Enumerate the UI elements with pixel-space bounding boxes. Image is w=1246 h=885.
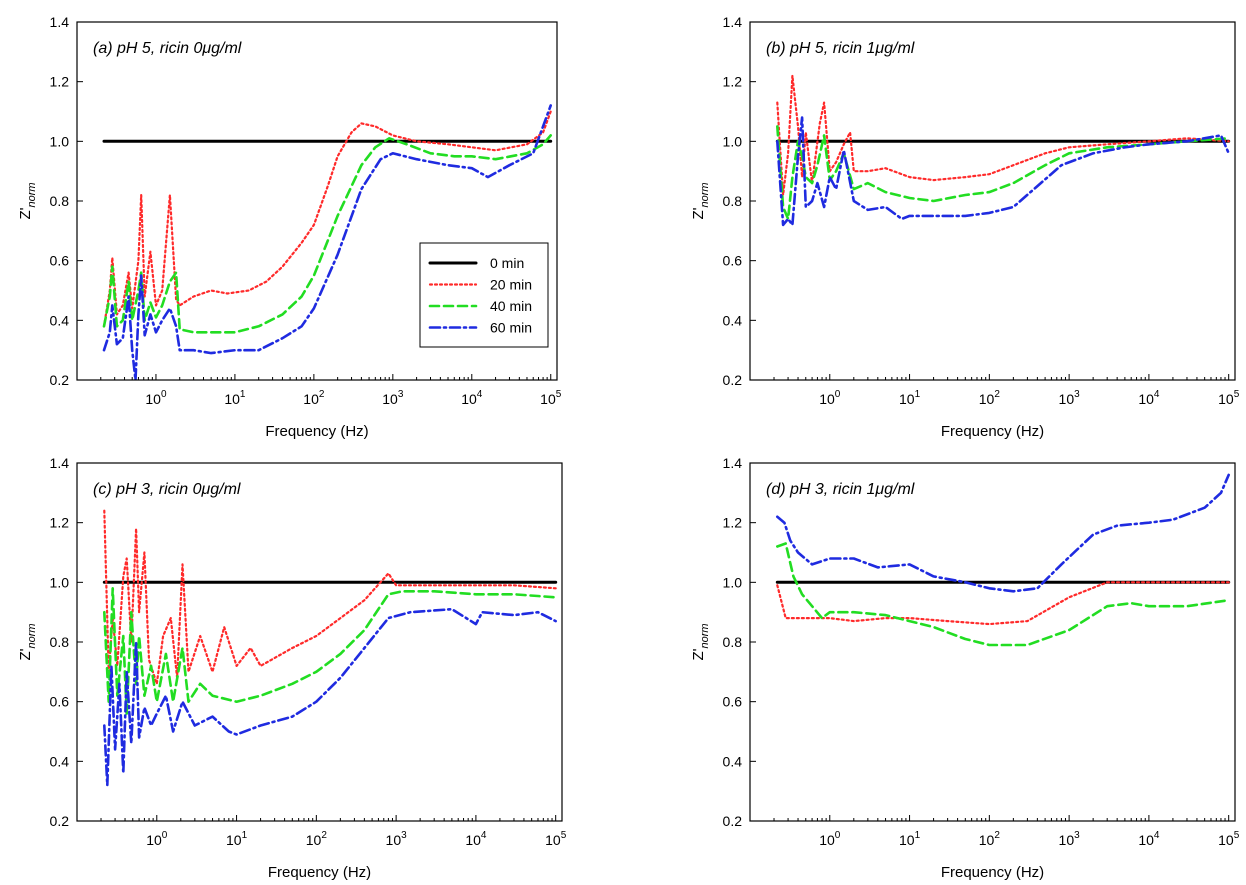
plot-frame bbox=[749, 462, 1236, 822]
x-tick-label: 100 bbox=[819, 830, 841, 848]
legend-label: 40 min bbox=[490, 298, 532, 314]
x-tick-label: 103 bbox=[382, 389, 404, 407]
x-axis-label: Frequency (Hz) bbox=[265, 423, 368, 440]
series-line-40-min bbox=[776, 542, 1230, 647]
x-tick-label: 103 bbox=[386, 830, 408, 848]
series-line-20-min bbox=[103, 509, 557, 685]
series-line-40-min bbox=[102, 134, 552, 334]
y-tick-label: 1.4 bbox=[50, 14, 70, 30]
chart-panel-b: 0.2 0.4 0.6 0.8 1.0 1.2 1.4 100 101 102 103 104 105 F… bbox=[690, 14, 1240, 440]
x-tick-label: 105 bbox=[1218, 389, 1240, 407]
x-tick-label: 101 bbox=[226, 830, 248, 848]
series-line-20-min bbox=[776, 581, 1230, 626]
y-tick-label: 0.6 bbox=[50, 253, 70, 269]
panel-title: (b) pH 5, ricin 1μg/ml bbox=[766, 40, 915, 57]
x-tick-label: 100 bbox=[145, 389, 167, 407]
legend-label: 20 min bbox=[490, 277, 532, 293]
legend-label: 0 min bbox=[490, 255, 524, 271]
x-tick-label: 102 bbox=[306, 830, 328, 848]
y-axis-label: Z'norm bbox=[17, 182, 38, 219]
series-line-20-min bbox=[102, 110, 552, 328]
x-tick-label: 100 bbox=[146, 830, 168, 848]
y-tick-label: 1.2 bbox=[50, 515, 70, 531]
y-tick-label: 1.0 bbox=[50, 133, 70, 149]
chart-panel-d: 0.2 0.4 0.6 0.8 1.0 1.2 1.4 100 101 102 103 104 105 F… bbox=[690, 455, 1240, 881]
y-tick-label: 1.4 bbox=[723, 455, 743, 471]
y-tick-label: 0.2 bbox=[723, 813, 743, 829]
y-tick-label: 0.6 bbox=[723, 253, 743, 269]
y-tick-label: 1.2 bbox=[723, 74, 743, 90]
x-tick-label: 104 bbox=[1138, 830, 1160, 848]
y-tick-label: 1.2 bbox=[723, 515, 743, 531]
x-tick-label: 101 bbox=[899, 389, 921, 407]
x-axis-label: Frequency (Hz) bbox=[941, 864, 1044, 881]
y-tick-label: 0.4 bbox=[723, 753, 743, 769]
series-line-60-min bbox=[776, 473, 1230, 593]
panel-title: (c) pH 3, ricin 0μg/ml bbox=[93, 481, 241, 498]
y-tick-label: 1.0 bbox=[723, 133, 743, 149]
y-tick-label: 0.2 bbox=[50, 813, 70, 829]
y-tick-label: 0.8 bbox=[723, 634, 743, 650]
panel-title: (d) pH 3, ricin 1μg/ml bbox=[766, 481, 915, 498]
series-line-40-min bbox=[776, 125, 1230, 221]
series-line-40-min bbox=[103, 587, 557, 715]
x-tick-label: 102 bbox=[303, 389, 325, 407]
x-tick-label: 101 bbox=[899, 830, 921, 848]
legend-label: 60 min bbox=[490, 320, 532, 336]
y-axis-label: Z'norm bbox=[17, 623, 38, 660]
y-axis-label: Z'norm bbox=[690, 623, 711, 660]
x-tick-label: 102 bbox=[979, 830, 1001, 848]
y-tick-label: 1.0 bbox=[723, 574, 743, 590]
y-tick-label: 0.8 bbox=[723, 193, 743, 209]
x-tick-label: 104 bbox=[461, 389, 483, 407]
x-tick-label: 105 bbox=[1218, 830, 1240, 848]
x-tick-label: 100 bbox=[819, 389, 841, 407]
chart-panel-c: 0.2 0.4 0.6 0.8 1.0 1.2 1.4 100 101 102 103 104 105 F… bbox=[17, 455, 567, 881]
x-tick-label: 105 bbox=[540, 389, 562, 407]
x-axis-label: Frequency (Hz) bbox=[941, 423, 1044, 440]
y-tick-label: 1.4 bbox=[50, 455, 70, 471]
y-tick-label: 0.6 bbox=[50, 694, 70, 710]
series-line-60-min bbox=[102, 104, 552, 382]
x-tick-label: 101 bbox=[224, 389, 246, 407]
series-line-60-min bbox=[103, 607, 557, 787]
y-tick-label: 1.0 bbox=[50, 574, 70, 590]
y-tick-label: 0.2 bbox=[50, 372, 70, 388]
y-tick-label: 0.2 bbox=[723, 372, 743, 388]
y-tick-label: 1.4 bbox=[723, 14, 743, 30]
x-tick-label: 102 bbox=[979, 389, 1001, 407]
x-axis-label: Frequency (Hz) bbox=[268, 864, 371, 881]
panel-title: (a) pH 5, ricin 0μg/ml bbox=[93, 40, 242, 57]
chart-panel-a: 0.2 0.4 0.6 0.8 1.0 1.2 1.4 100 101 102 103 104 105 F… bbox=[17, 14, 562, 440]
y-axis-label: Z'norm bbox=[690, 182, 711, 219]
y-tick-label: 0.4 bbox=[50, 753, 70, 769]
series-line-20-min bbox=[776, 74, 1230, 197]
legend: 0 min 20 min 40 min 60 min bbox=[419, 242, 549, 348]
x-tick-label: 104 bbox=[1138, 389, 1160, 407]
x-tick-label: 105 bbox=[545, 830, 567, 848]
x-tick-label: 104 bbox=[465, 830, 487, 848]
y-tick-label: 0.4 bbox=[50, 312, 70, 328]
plot-frame bbox=[76, 462, 563, 822]
x-tick-label: 103 bbox=[1059, 830, 1081, 848]
y-tick-label: 1.2 bbox=[50, 74, 70, 90]
series-line-60-min bbox=[776, 116, 1230, 227]
x-tick-label: 103 bbox=[1059, 389, 1081, 407]
y-tick-label: 0.8 bbox=[50, 634, 70, 650]
y-tick-label: 0.8 bbox=[50, 193, 70, 209]
legend-box bbox=[419, 242, 549, 348]
y-tick-label: 0.6 bbox=[723, 694, 743, 710]
y-tick-label: 0.4 bbox=[723, 312, 743, 328]
